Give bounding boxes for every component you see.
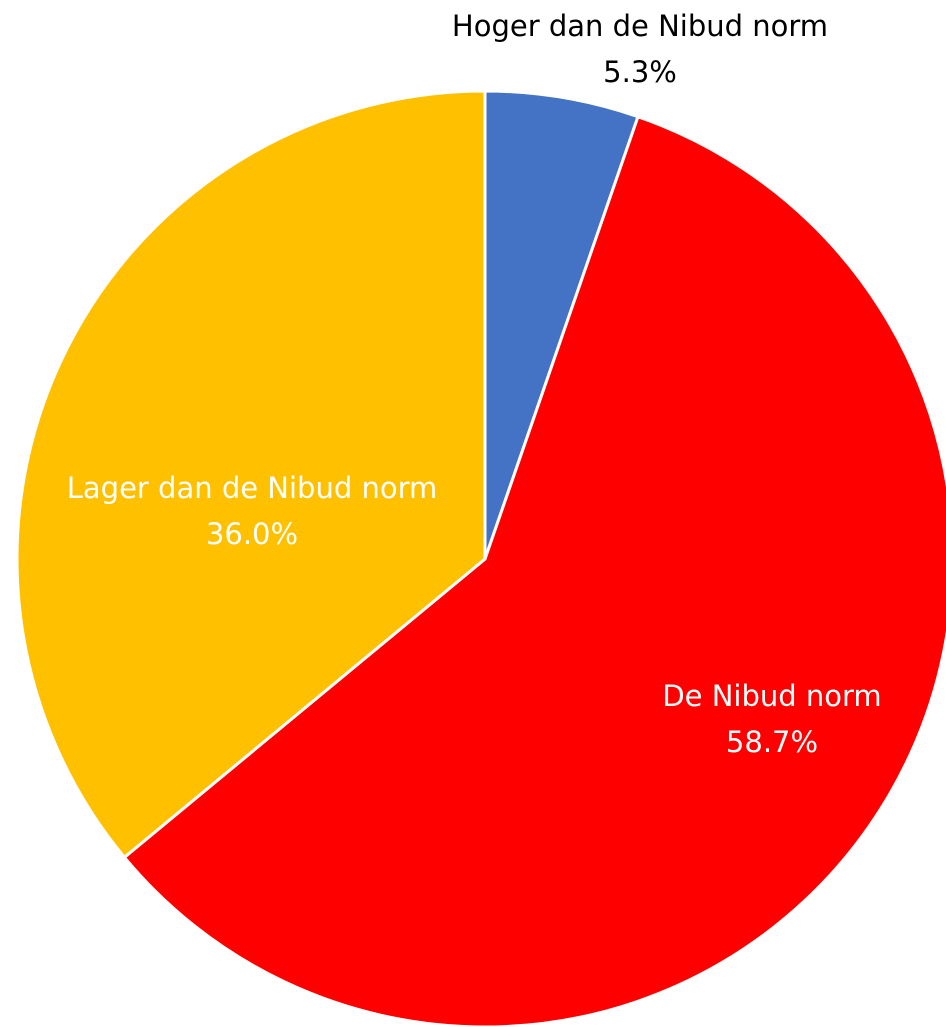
pie-slice: [483, 89, 640, 560]
slice-value-label: 5.3%: [603, 55, 677, 89]
slice-value-label: 36.0%: [206, 517, 298, 551]
slice-category-label: De Nibud norm: [662, 679, 881, 713]
slice-category-label: Lager dan de Nibud norm: [67, 471, 438, 505]
pie-slice: [122, 114, 946, 1027]
slice-value-label: 58.7%: [726, 725, 818, 759]
pie-slice: [15, 89, 487, 860]
slice-category-label: Hoger dan de Nibud norm: [452, 9, 828, 43]
